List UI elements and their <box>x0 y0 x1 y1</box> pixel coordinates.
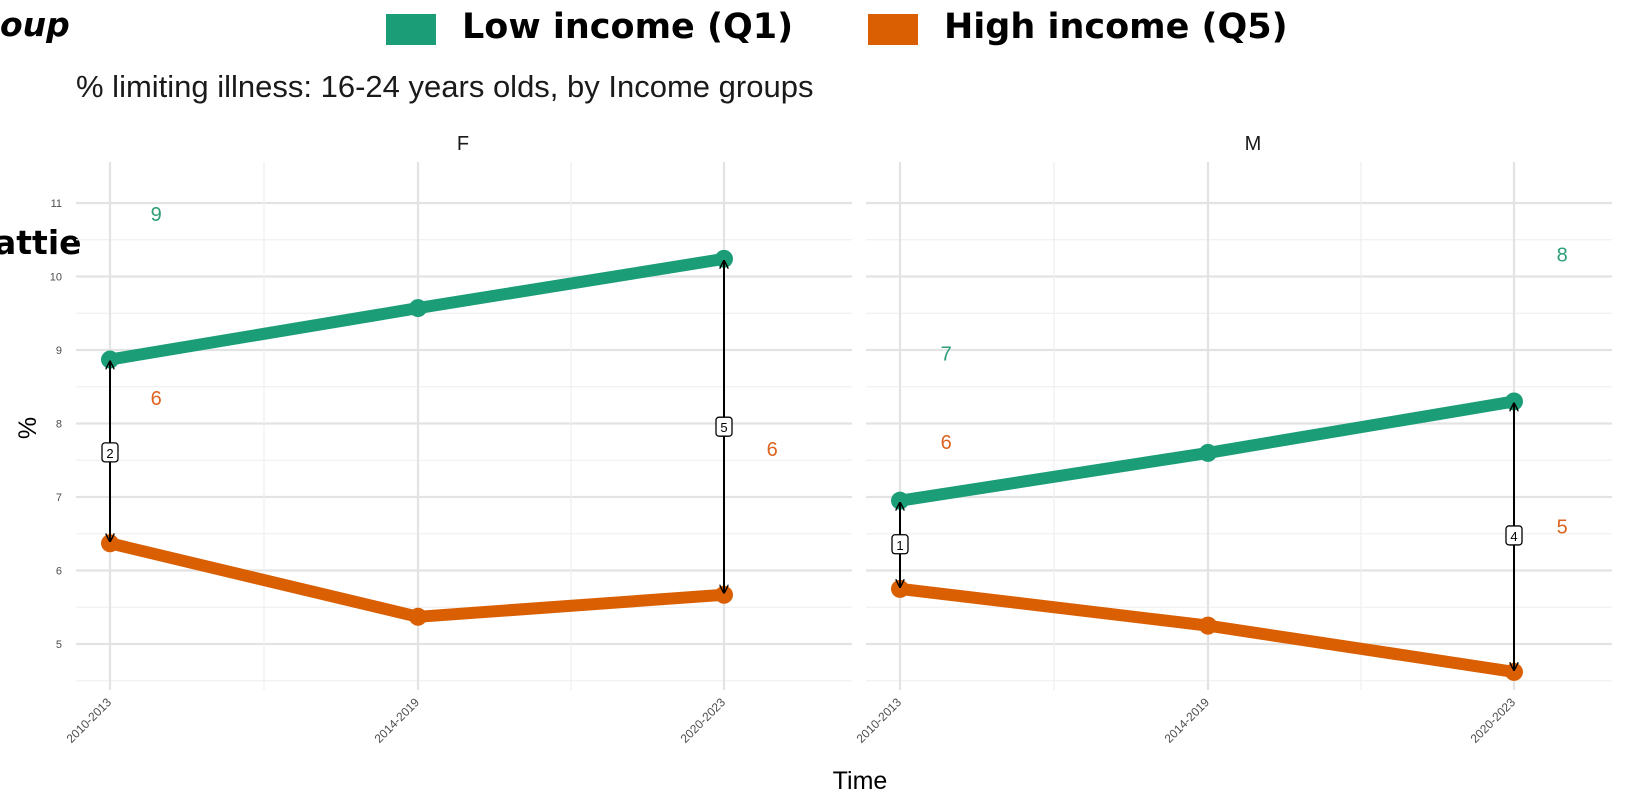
y-tick-label: 6 <box>56 566 62 578</box>
data-point-high <box>409 607 427 626</box>
chart-title: % limiting illness: 16-24 years olds, by… <box>76 69 813 104</box>
gap-label-box <box>891 534 909 555</box>
side-label-high: 6 <box>941 432 952 454</box>
legend-title-fragment: oup <box>0 5 70 44</box>
legend-label-low-income: Low income (Q1) <box>462 7 793 47</box>
side-label-high: 6 <box>767 439 778 461</box>
side-text-fragment: attie <box>0 223 82 262</box>
side-label-low: 7 <box>941 344 952 366</box>
y-tick-label: 10 <box>50 272 62 284</box>
gap-arrows: 2 5 1 4 <box>101 261 1523 670</box>
y-tick-label: 5 <box>56 639 62 651</box>
x-tick-label: 2010-2013 <box>854 695 905 746</box>
x-axis-title: Time <box>833 767 888 791</box>
gap-label: 5 <box>720 420 727 435</box>
side-label-high: 6 <box>151 388 162 410</box>
side-label-low: 9 <box>151 204 162 226</box>
legend-label-high-income: High income (Q5) <box>944 7 1288 47</box>
y-tick-label: 11 <box>51 198 62 210</box>
y-tick-label: 9 <box>56 345 62 357</box>
x-axis-ticks: 2010-2013 2014-2019 2020-2023 2010-2013 2014… <box>64 695 1519 746</box>
gap-label-box <box>715 416 733 437</box>
side-label-low: 8 <box>1557 244 1568 266</box>
legend-swatch-high-income <box>868 14 918 45</box>
panel-strip-m: M <box>1245 133 1262 155</box>
legend-swatch-low-income <box>386 14 436 45</box>
panel-strip-f: F <box>457 133 469 155</box>
data-point-low <box>1199 443 1217 462</box>
y-axis-title: % <box>14 417 42 439</box>
y-tick-label: 8 <box>56 419 62 431</box>
x-tick-label: 2014-2019 <box>372 695 423 746</box>
gap-label: 2 <box>106 446 113 461</box>
legend: oup Low income (Q1) High income (Q5) <box>0 5 1288 47</box>
data-point-low <box>409 299 427 318</box>
y-axis-ticks: 5 6 7 8 9 10 11 <box>50 198 62 651</box>
x-tick-label: 2020-2023 <box>1468 695 1519 746</box>
gap-label: 4 <box>1510 529 1517 544</box>
side-label-high: 5 <box>1557 516 1568 538</box>
x-tick-label: 2010-2013 <box>64 695 115 746</box>
gap-label-box <box>101 442 119 463</box>
series <box>101 249 1523 681</box>
data-point-high <box>1199 616 1217 635</box>
x-tick-label: 2014-2019 <box>1162 695 1213 746</box>
gap-label: 1 <box>896 538 903 553</box>
y-tick-label: 7 <box>56 492 62 504</box>
x-tick-label: 2020-2023 <box>678 695 729 746</box>
side-labels: 9 6 6 7 6 8 5 <box>151 204 1568 538</box>
gap-label-box <box>1505 525 1523 546</box>
